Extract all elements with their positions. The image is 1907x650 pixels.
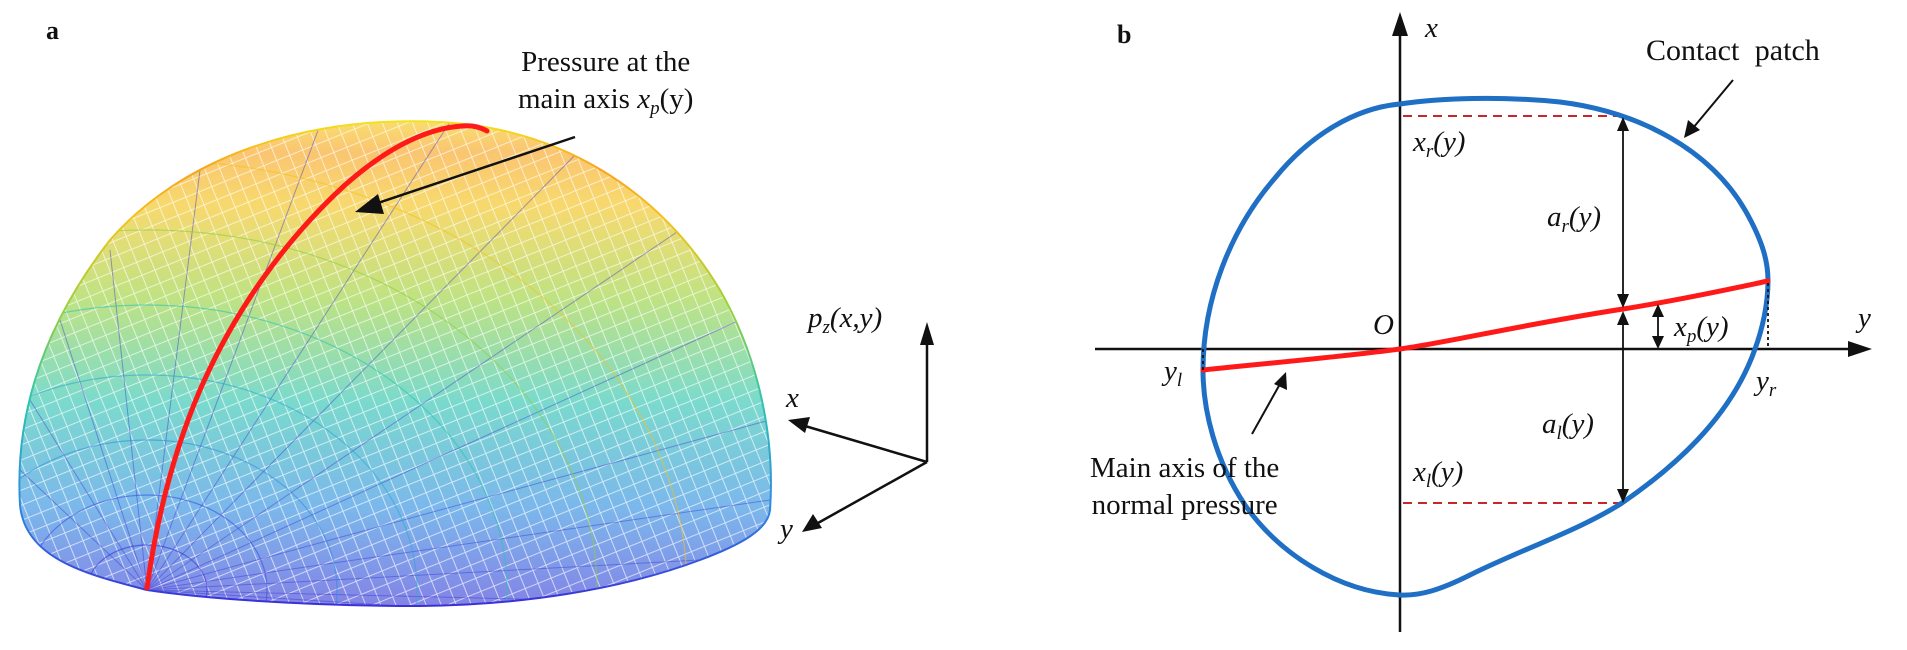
triad-y-label: y (780, 513, 793, 545)
label-xl: xl(y) (1413, 456, 1464, 492)
contact-patch-arrow (1684, 79, 1734, 138)
label-xp: xp(y) (1674, 311, 1729, 347)
xp-dimension-arrow (1652, 304, 1664, 349)
sub: l (1176, 370, 1183, 391)
arg-y: (y) (659, 83, 694, 115)
panel-label-b: b (1117, 20, 1132, 49)
var-x: x (637, 83, 651, 115)
main-axis-line (1200, 278, 1771, 373)
arg: (y) (1561, 408, 1594, 440)
arg: (y) (1696, 311, 1729, 343)
var: a (1547, 201, 1562, 233)
sub: l (1425, 471, 1432, 492)
var: a (1542, 408, 1557, 440)
sub-z: z (822, 317, 830, 338)
x-axis (1392, 12, 1408, 632)
sub: r (1425, 141, 1434, 162)
annotation-line-2-text: main axis (518, 83, 638, 115)
main-axis-note-line-1: Main axis of the (1090, 452, 1280, 484)
axis-y-label: y (1858, 302, 1871, 334)
main-axis-pressure-curve (144, 123, 490, 591)
var: x (1413, 126, 1426, 158)
label-al: al(y) (1542, 408, 1594, 444)
triad-x-label: x (786, 382, 799, 414)
label-yl: yl (1164, 355, 1183, 391)
var: x (1674, 311, 1687, 343)
sub: r (1768, 380, 1777, 401)
axis-x-label: x (1425, 12, 1438, 44)
sub-p: p (650, 98, 660, 119)
origin-label: O (1373, 309, 1394, 341)
annotation-line-2: main axis xp(y) (518, 81, 693, 127)
pressure-dome-plot (18, 120, 934, 608)
arg-xy: (x,y) (829, 302, 883, 334)
arg: (y) (1568, 201, 1602, 233)
contact-patch-label: Contact patch (1646, 34, 1820, 67)
var: y (1164, 355, 1177, 387)
panel-b: b x y O Contact patch Main axis of the n… (1080, 0, 1907, 650)
annotation-pressure-main-axis: Pressure at the main axis xp(y) (518, 44, 693, 127)
panel-label-a: a (46, 16, 59, 45)
coordinate-triad (788, 322, 934, 532)
arg: (y) (1431, 456, 1464, 488)
main-axis-arrow (1251, 372, 1287, 435)
y-axis (1095, 341, 1872, 357)
main-axis-note: Main axis of the normal pressure (1090, 450, 1279, 524)
al-dimension-arrow (1617, 311, 1629, 503)
label-yr: yr (1756, 365, 1777, 401)
annotation-line-1: Pressure at the (521, 46, 691, 78)
sub: p (1686, 326, 1697, 347)
contact-patch-outline (1200, 95, 1771, 598)
label-ar: ar(y) (1547, 201, 1602, 237)
contact-patch-diagram (1095, 12, 1872, 632)
label-xr: xr(y) (1413, 126, 1466, 162)
sub: l (1556, 423, 1562, 444)
var: y (1756, 365, 1769, 397)
var: x (1413, 456, 1426, 488)
sub: r (1561, 216, 1569, 237)
ar-dimension-arrow (1617, 117, 1629, 308)
main-axis-note-line-2: normal pressure (1091, 489, 1278, 521)
arg: (y) (1433, 126, 1466, 158)
dome-outline (18, 120, 772, 608)
panel-a: a Pressure at the main axis xp(y) pz(x,y… (18, 16, 934, 608)
label-pz: pz(x,y) (808, 302, 883, 338)
var-p: p (808, 302, 823, 334)
annotation-arrow (355, 135, 576, 214)
